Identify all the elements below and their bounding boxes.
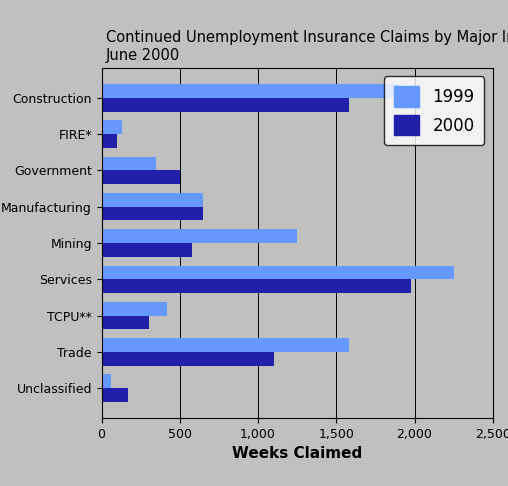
X-axis label: Weeks Claimed: Weeks Claimed (232, 446, 362, 461)
Bar (102, 265, 454, 279)
Bar (102, 120, 122, 134)
Bar (102, 388, 128, 402)
Bar (102, 156, 156, 171)
Bar (102, 84, 399, 98)
Bar (102, 279, 411, 293)
Bar (102, 352, 274, 366)
Bar (102, 374, 111, 388)
Bar (102, 229, 297, 243)
Bar (102, 207, 203, 221)
Bar (102, 338, 349, 352)
Bar (102, 243, 193, 257)
Legend: 1999, 2000: 1999, 2000 (384, 76, 485, 145)
Bar (102, 193, 203, 207)
Bar (102, 171, 180, 184)
Bar (102, 98, 349, 112)
Bar (102, 302, 167, 315)
Text: Continued Unemployment Insurance Claims by Major Industry
June 2000: Continued Unemployment Insurance Claims … (106, 30, 508, 63)
Bar (102, 315, 148, 330)
Bar (102, 134, 117, 148)
